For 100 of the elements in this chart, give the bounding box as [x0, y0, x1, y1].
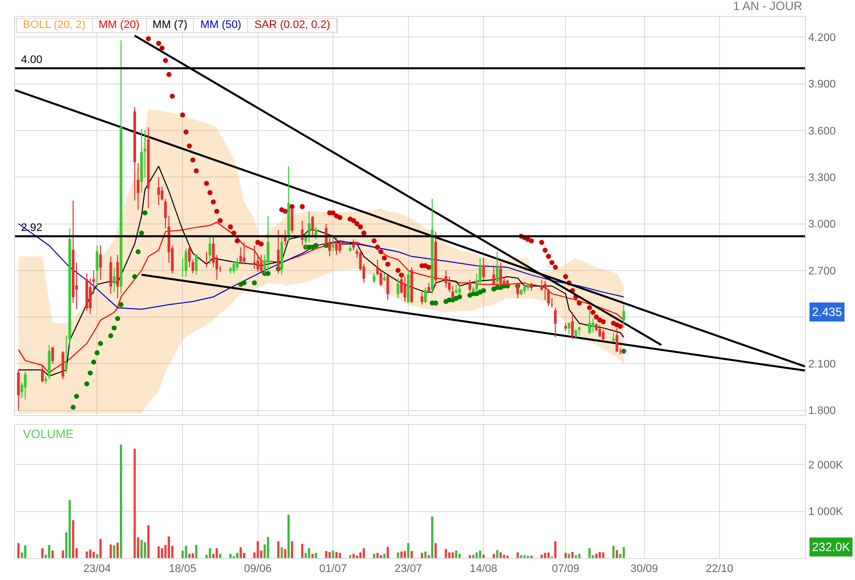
text: BOLL (20, 2) [17, 19, 93, 32]
x-tick-label: 07/09 [552, 563, 580, 576]
candlestick [420, 292, 424, 306]
candlestick [574, 328, 578, 340]
bar [482, 554, 485, 558]
candlestick [120, 40, 122, 294]
bar [219, 554, 222, 558]
candlestick [424, 287, 427, 304]
candlestick [578, 326, 581, 336]
bar [236, 552, 238, 558]
bar [622, 547, 625, 558]
candlestick [454, 284, 458, 294]
bar [502, 554, 506, 558]
x-tick-label: 09/06 [244, 563, 272, 576]
bar [325, 551, 328, 558]
candlestick [232, 260, 236, 274]
bar [208, 548, 212, 558]
x-tick-label: 23/07 [394, 563, 422, 576]
bar [404, 551, 406, 558]
candlestick [99, 245, 102, 280]
candlestick [386, 273, 390, 300]
bar [287, 514, 290, 558]
bar [89, 550, 92, 558]
bar [520, 555, 522, 558]
bar [72, 520, 74, 558]
bar [386, 546, 389, 558]
bar [479, 550, 482, 558]
chart-title: VOLUME [23, 427, 74, 442]
candlestick [133, 106, 136, 201]
bar [308, 548, 310, 558]
x-tick-label: 18/05 [168, 563, 196, 576]
candlestick [338, 242, 342, 254]
bar [332, 550, 334, 558]
candlestick [253, 245, 256, 270]
bar [92, 552, 95, 558]
candlestick [598, 324, 602, 338]
candlestick [427, 282, 430, 293]
bar [24, 545, 26, 558]
candlestick [404, 276, 406, 302]
bar [410, 551, 413, 558]
candlestick [208, 236, 212, 265]
bar [266, 537, 270, 558]
candlestick [406, 268, 410, 304]
bar [116, 542, 119, 558]
bar [110, 544, 112, 558]
bar [17, 543, 20, 558]
bar [472, 554, 474, 558]
bar [424, 551, 426, 558]
candlestick [372, 273, 376, 284]
bar [134, 448, 136, 558]
candlestick [554, 307, 557, 338]
candlestick [492, 265, 496, 286]
candlestick [602, 328, 605, 341]
candlestick [194, 254, 198, 276]
ref-line-label: 4.00 [21, 54, 42, 66]
candlestick [266, 216, 270, 271]
bar [68, 500, 71, 558]
text: MM (50) [194, 19, 248, 32]
candlestick [260, 254, 263, 274]
bar [516, 552, 519, 558]
candlestick [140, 128, 143, 194]
bar [256, 541, 259, 558]
bar [195, 544, 198, 558]
bar [362, 548, 365, 558]
candlestick [564, 322, 567, 332]
candlestick [506, 279, 509, 286]
candlestick [396, 278, 400, 299]
candlestick [311, 216, 314, 237]
candlestick [468, 279, 472, 293]
candlestick [352, 238, 355, 251]
bar [144, 542, 146, 558]
candlestick [157, 176, 160, 206]
x-tick-label: 01/07 [319, 563, 347, 576]
bar [147, 525, 150, 558]
y-tick-label: 2.700 [808, 265, 836, 278]
candlestick [526, 284, 530, 292]
bar [407, 543, 410, 558]
bar [598, 552, 601, 558]
bar [434, 543, 437, 558]
bar [62, 550, 64, 558]
candlestick [530, 282, 533, 292]
bar [428, 555, 430, 558]
bar [554, 541, 556, 558]
candlestick [410, 266, 414, 304]
candlestick [109, 256, 112, 294]
bar [400, 551, 403, 558]
bar [476, 552, 478, 558]
x-tick-label: 14/08 [470, 563, 498, 576]
candlestick [17, 369, 20, 411]
bar [540, 554, 543, 558]
y-tick-label: 3.300 [808, 172, 836, 184]
bar [168, 536, 170, 558]
bar [120, 444, 122, 558]
y-tick-label: 1 000K [808, 506, 844, 518]
bar [290, 541, 294, 558]
candlestick [430, 198, 434, 294]
candlestick [280, 234, 284, 276]
y-tick-label: 3.000 [808, 218, 836, 231]
candlestick [242, 242, 246, 265]
y-tick-label: 3.900 [808, 78, 836, 91]
